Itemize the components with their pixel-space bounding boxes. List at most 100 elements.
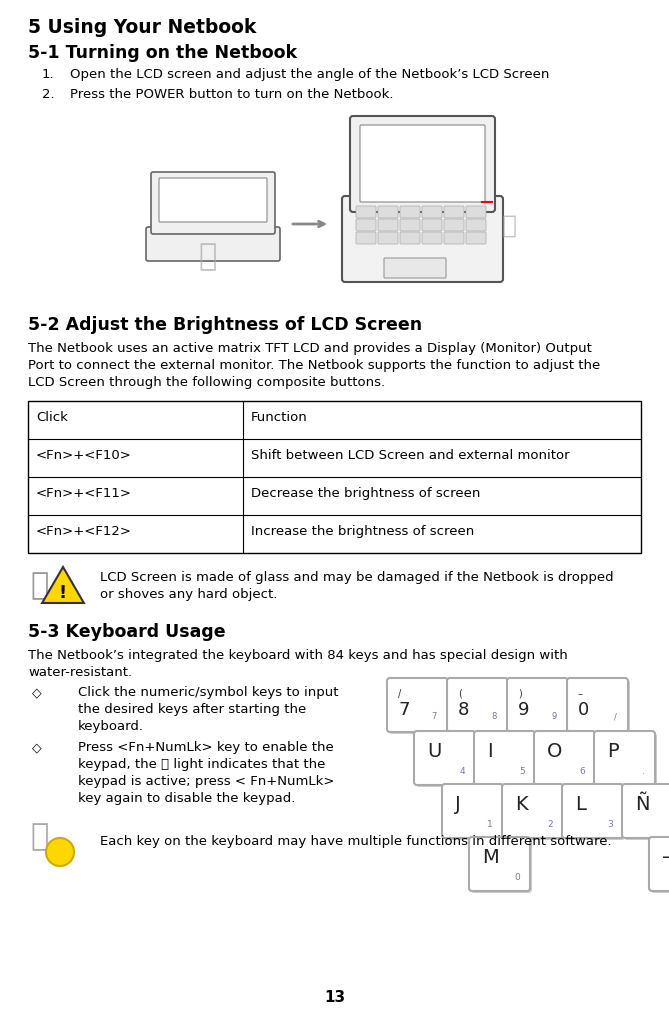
Text: 7: 7 [432,712,437,721]
Text: –: – [662,848,669,867]
FancyBboxPatch shape [471,839,532,893]
FancyBboxPatch shape [378,206,398,218]
Text: water-resistant.: water-resistant. [28,666,132,679]
FancyBboxPatch shape [444,219,464,231]
Text: ◇: ◇ [32,741,41,754]
FancyBboxPatch shape [378,232,398,244]
FancyBboxPatch shape [536,733,597,787]
Text: 5-3 Keyboard Usage: 5-3 Keyboard Usage [28,623,225,641]
Text: 1.: 1. [42,68,55,81]
FancyBboxPatch shape [356,219,376,231]
FancyBboxPatch shape [416,733,477,787]
Text: key again to disable the keypad.: key again to disable the keypad. [78,792,296,805]
Text: ): ) [518,689,522,699]
Text: 9: 9 [518,701,529,719]
FancyBboxPatch shape [442,784,503,838]
FancyBboxPatch shape [649,837,669,891]
Text: U: U [427,742,442,761]
Text: 1: 1 [487,820,493,829]
Text: !: ! [59,584,67,602]
Text: 9: 9 [552,712,557,721]
FancyBboxPatch shape [356,206,376,218]
FancyBboxPatch shape [384,258,446,278]
FancyBboxPatch shape [422,206,442,218]
Text: (: ( [458,689,462,699]
Text: 8: 8 [458,701,470,719]
FancyBboxPatch shape [356,232,376,244]
Text: keypad, the Ⓓ light indicates that the: keypad, the Ⓓ light indicates that the [78,758,325,771]
FancyBboxPatch shape [466,232,486,244]
FancyBboxPatch shape [444,232,464,244]
Text: LCD Screen through the following composite buttons.: LCD Screen through the following composi… [28,376,385,389]
Text: The Netbook uses an active matrix TFT LCD and provides a Display (Monitor) Outpu: The Netbook uses an active matrix TFT LC… [28,342,592,355]
Text: Click the numeric/symbol keys to input: Click the numeric/symbol keys to input [78,686,339,699]
Text: or shoves any hard object.: or shoves any hard object. [100,588,278,601]
Polygon shape [42,567,84,603]
Text: Click: Click [36,411,68,424]
Text: .: . [642,767,645,776]
FancyBboxPatch shape [624,786,669,840]
Text: 5: 5 [519,767,525,776]
Text: 6: 6 [579,767,585,776]
Text: I: I [487,742,492,761]
Text: L: L [575,795,586,814]
Text: 7: 7 [398,701,409,719]
FancyBboxPatch shape [400,232,420,244]
Text: Decrease the brightness of screen: Decrease the brightness of screen [251,487,480,500]
Text: The Netbook’s integrated the keyboard with 84 keys and has special design with: The Netbook’s integrated the keyboard wi… [28,649,568,662]
Text: Open the LCD screen and adjust the angle of the Netbook’s LCD Screen: Open the LCD screen and adjust the angle… [70,68,549,81]
Text: <Fn>+<F12>: <Fn>+<F12> [36,525,132,538]
Text: Press the POWER button to turn on the Netbook.: Press the POWER button to turn on the Ne… [70,88,393,101]
Text: P: P [607,742,619,761]
FancyBboxPatch shape [596,733,657,787]
FancyBboxPatch shape [400,219,420,231]
FancyBboxPatch shape [447,678,508,732]
Text: Port to connect the external monitor. The Netbook supports the function to adjus: Port to connect the external monitor. Th… [28,359,600,372]
Text: Function: Function [251,411,308,424]
FancyBboxPatch shape [562,784,623,838]
FancyBboxPatch shape [502,784,563,838]
FancyBboxPatch shape [594,731,655,785]
Text: 5 Using Your Netbook: 5 Using Your Netbook [28,18,256,37]
FancyBboxPatch shape [414,731,475,785]
FancyBboxPatch shape [350,116,495,212]
Text: 4: 4 [460,767,465,776]
Text: 5-2 Adjust the Brightness of LCD Screen: 5-2 Adjust the Brightness of LCD Screen [28,316,422,334]
FancyBboxPatch shape [476,733,537,787]
Text: <Fn>+<F11>: <Fn>+<F11> [36,487,132,500]
Text: /: / [614,712,617,721]
FancyBboxPatch shape [444,206,464,218]
Text: 🖐: 🖐 [30,822,48,851]
FancyBboxPatch shape [567,678,628,732]
Text: 🤲: 🤲 [199,242,217,271]
Text: keypad is active; press < Fn+NumLk>: keypad is active; press < Fn+NumLk> [78,775,335,788]
Text: Increase the brightness of screen: Increase the brightness of screen [251,525,474,538]
FancyBboxPatch shape [469,837,530,891]
Text: 🖐: 🖐 [30,571,48,600]
Text: ◇: ◇ [32,686,41,699]
FancyBboxPatch shape [146,227,280,261]
Circle shape [46,838,74,866]
FancyBboxPatch shape [422,219,442,231]
FancyBboxPatch shape [466,206,486,218]
FancyBboxPatch shape [507,678,568,732]
FancyBboxPatch shape [569,680,630,734]
Text: K: K [515,795,528,814]
FancyBboxPatch shape [159,178,267,222]
FancyBboxPatch shape [360,125,485,202]
FancyBboxPatch shape [378,219,398,231]
Text: 2.: 2. [42,88,55,101]
FancyBboxPatch shape [622,784,669,838]
Bar [28,401,641,553]
Text: Shift between LCD Screen and external monitor: Shift between LCD Screen and external mo… [251,449,569,462]
FancyBboxPatch shape [534,731,595,785]
FancyBboxPatch shape [474,731,535,785]
FancyBboxPatch shape [389,680,450,734]
Text: J: J [455,795,461,814]
Text: 0: 0 [578,701,589,719]
Text: 5-1 Turning on the Netbook: 5-1 Turning on the Netbook [28,44,297,62]
Text: Each key on the keyboard may have multiple functions in different software.: Each key on the keyboard may have multip… [100,835,611,848]
Text: LCD Screen is made of glass and may be damaged if the Netbook is dropped: LCD Screen is made of glass and may be d… [100,571,613,584]
Text: keyboard.: keyboard. [78,720,144,733]
FancyBboxPatch shape [504,786,565,840]
